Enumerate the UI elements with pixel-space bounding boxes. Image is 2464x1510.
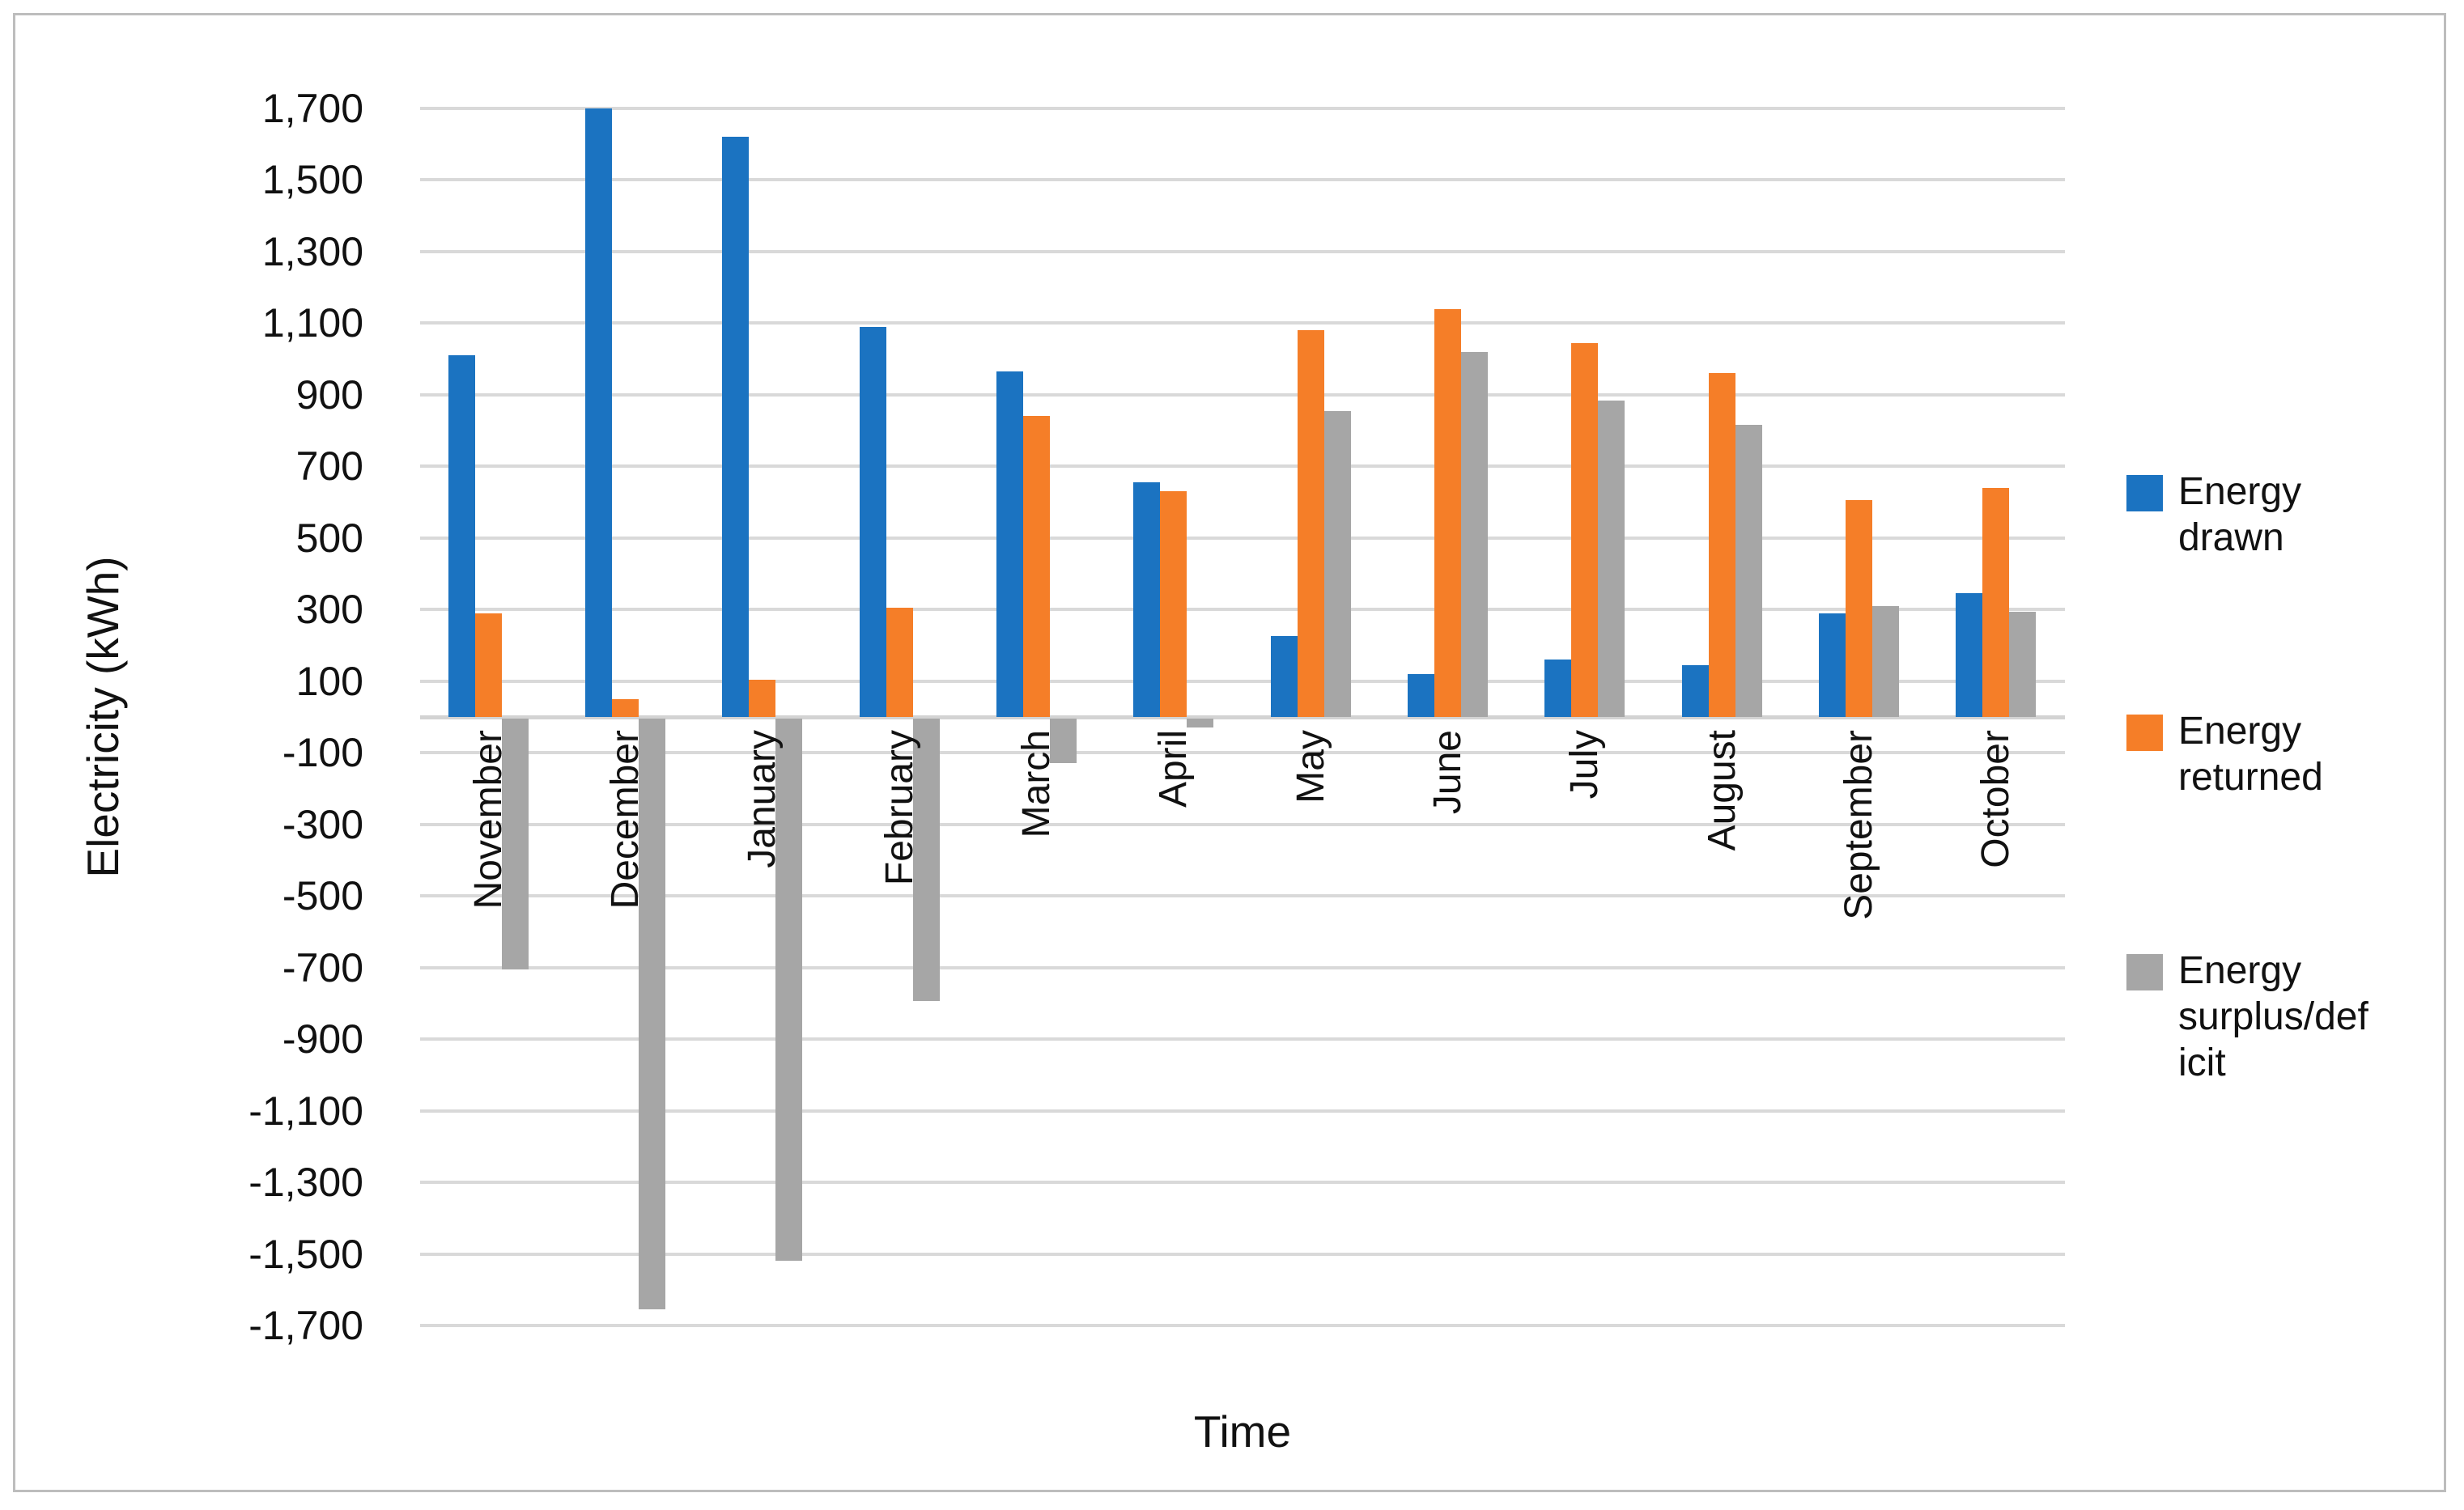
x-category-label: November <box>466 730 510 910</box>
legend-label: Energy drawn <box>2178 470 2302 559</box>
y-tick-label: 500 <box>295 515 363 561</box>
x-category-label: January <box>741 730 784 868</box>
y-tick-label: 1,500 <box>261 157 363 203</box>
x-category-label: February <box>877 730 921 886</box>
bar <box>749 679 776 717</box>
bar <box>1050 719 1077 764</box>
gridline <box>420 321 2065 325</box>
y-tick-label: 300 <box>295 587 363 633</box>
x-category-label: April <box>1152 730 1196 808</box>
x-category-label: May <box>1289 730 1332 804</box>
gridline <box>420 249 2065 253</box>
bar <box>1819 613 1846 717</box>
bar <box>912 719 940 1002</box>
x-category-label: July <box>1563 730 1607 800</box>
bar <box>612 698 639 717</box>
bar <box>501 719 529 969</box>
y-tick-label: -1,100 <box>249 1088 363 1134</box>
x-axis-title: Time <box>1193 1406 1292 1457</box>
bar <box>859 326 886 717</box>
bar <box>1187 719 1214 728</box>
bar <box>1982 487 2010 717</box>
plot-area: 1,700 1,500 1,300 1,100 900 700 500 300 100 -100 -… <box>15 15 2444 1490</box>
bar <box>1297 330 1324 717</box>
gridline <box>420 1324 2065 1327</box>
bar <box>1023 416 1050 717</box>
bar <box>1956 593 1983 717</box>
bar <box>1571 342 1599 717</box>
bar <box>1270 636 1298 717</box>
gridline <box>420 107 2065 110</box>
y-tick-label: -1,300 <box>249 1160 363 1206</box>
bar <box>1133 482 1161 717</box>
gridline <box>420 1109 2065 1113</box>
x-category-label: August <box>1700 730 1744 851</box>
x-category-label: October <box>1974 730 2018 868</box>
gridline <box>420 1037 2065 1041</box>
legend-swatch <box>2126 715 2163 751</box>
y-tick-label: -700 <box>282 944 363 990</box>
y-tick-label: -1,700 <box>249 1303 363 1348</box>
gridline <box>420 178 2065 182</box>
bar <box>474 613 502 717</box>
legend-label: Energy surplus/def icit <box>2178 949 2368 1084</box>
gridline <box>420 822 2065 826</box>
legend: Energy drawn Energy returned Energy surplus/d… <box>2126 15 2464 1490</box>
bar <box>1598 400 1625 717</box>
bar <box>1681 664 1709 717</box>
gridline <box>420 1181 2065 1185</box>
y-tick-label: 100 <box>295 658 363 704</box>
bar <box>996 371 1023 717</box>
gridline <box>420 536 2065 540</box>
bar <box>1323 410 1351 717</box>
x-category-label: September <box>1837 730 1880 920</box>
y-tick-label: -1,500 <box>249 1231 363 1277</box>
bar <box>2009 611 2037 717</box>
gridline <box>420 608 2065 612</box>
chart-frame: 1,700 1,500 1,300 1,100 900 700 500 300 100 -100 -… <box>13 13 2446 1492</box>
gridline <box>420 751 2065 755</box>
y-tick-label: 1,100 <box>261 300 363 346</box>
y-axis-title: Electricity (kWh) <box>78 556 128 878</box>
bar <box>1544 660 1572 717</box>
bar <box>775 719 803 1262</box>
y-tick-label: -500 <box>282 873 363 919</box>
bar <box>639 719 665 1309</box>
bar <box>1708 373 1735 717</box>
bar <box>1461 351 1488 717</box>
y-tick-label: -100 <box>282 730 363 776</box>
bar <box>722 137 750 717</box>
bar <box>448 355 475 717</box>
bar <box>1735 425 1762 717</box>
legend-label: Energy returned <box>2178 710 2323 799</box>
gridline <box>420 464 2065 469</box>
y-tick-label: 700 <box>295 443 363 490</box>
bar <box>1408 673 1434 717</box>
y-tick-label: 1,700 <box>261 86 363 131</box>
bar <box>1434 308 1461 717</box>
bar <box>1872 605 1899 717</box>
bar <box>1160 491 1187 717</box>
bar <box>1846 500 1872 717</box>
gridline <box>420 679 2065 683</box>
y-tick-label: -900 <box>282 1016 363 1063</box>
x-category-label: June <box>1426 730 1469 815</box>
legend-swatch <box>2126 954 2163 990</box>
gridline <box>420 965 2065 969</box>
y-tick-label: -300 <box>282 801 363 847</box>
x-category-label: December <box>604 730 647 910</box>
legend-swatch <box>2126 475 2163 511</box>
x-category-label: March <box>1015 730 1058 838</box>
gridline <box>420 894 2065 898</box>
y-tick-label: 1,300 <box>261 228 363 274</box>
y-tick-label: 900 <box>295 371 363 418</box>
gridline <box>420 392 2065 397</box>
gridline <box>420 1252 2065 1256</box>
bar <box>585 108 612 717</box>
bar <box>886 608 913 717</box>
x-axis-line <box>420 715 2065 719</box>
